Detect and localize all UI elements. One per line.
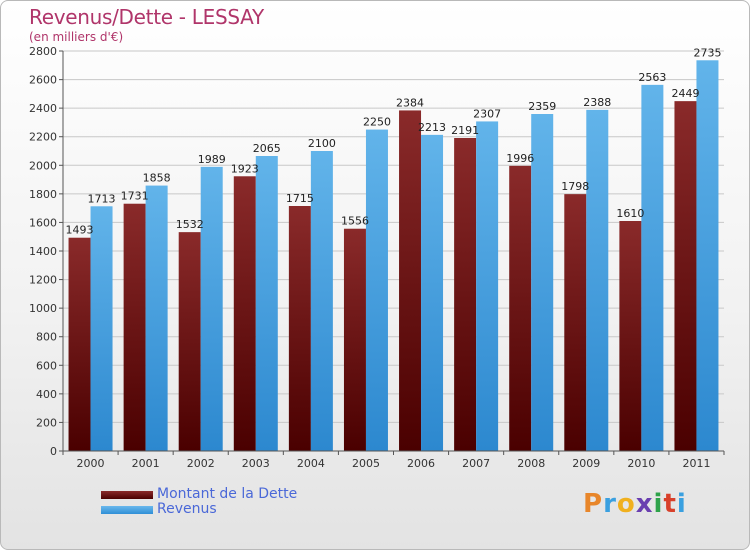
x-tick-label: 2008 xyxy=(517,457,545,470)
debt-bar xyxy=(399,110,422,451)
debt-bar xyxy=(233,176,256,452)
y-tick-label: 400 xyxy=(36,388,57,401)
revenue-bar xyxy=(696,60,719,452)
revenue-bar xyxy=(365,129,388,452)
y-tick-label: 1000 xyxy=(29,302,57,315)
y-tick-label: 2400 xyxy=(29,102,57,115)
data-label: 2250 xyxy=(363,116,391,129)
revenue-bar xyxy=(421,134,444,451)
data-label: 1493 xyxy=(66,224,94,237)
debt-bar xyxy=(564,194,587,451)
data-label: 2100 xyxy=(308,137,336,150)
data-label: 2191 xyxy=(451,124,479,137)
debt-bar xyxy=(674,101,697,452)
debt-bar xyxy=(123,203,146,451)
logo-letter: i xyxy=(676,489,687,519)
x-tick-label: 2001 xyxy=(132,457,160,470)
x-tick-label: 2010 xyxy=(627,457,655,470)
y-tick-label: 2600 xyxy=(29,74,57,87)
debt-bar xyxy=(178,232,201,451)
legend-label-revenue: Revenus xyxy=(157,501,217,517)
revenue-bar xyxy=(145,185,168,452)
revenue-bar xyxy=(200,166,223,451)
x-tick-label: 2004 xyxy=(297,457,325,470)
debt-bar xyxy=(288,206,311,451)
data-label: 2359 xyxy=(528,100,556,113)
logo-letter: r xyxy=(603,489,617,519)
bars: 1493 1713 1731 1858 1532 1989 1923 2065 1715 2100… xyxy=(66,46,721,452)
data-label: 1532 xyxy=(176,218,204,231)
y-tick-label: 1200 xyxy=(29,274,57,287)
y-tick-label: 1400 xyxy=(29,245,57,258)
data-label: 2449 xyxy=(671,87,699,100)
y-tick-label: 600 xyxy=(36,359,57,372)
debt-bar xyxy=(68,237,91,451)
data-label: 2213 xyxy=(418,121,446,134)
legend-swatch-debt xyxy=(101,491,153,499)
axes: 0 200 400 600 800 1000 1200 1400 1600 1800 2000 220… xyxy=(29,45,725,470)
logo-letter: o xyxy=(616,489,636,519)
revenue-bar xyxy=(310,151,333,451)
x-tick-label: 2005 xyxy=(352,457,380,470)
data-label: 1858 xyxy=(143,172,171,185)
data-label: 2388 xyxy=(583,96,611,109)
debt-bar xyxy=(509,165,532,451)
y-tick-label: 0 xyxy=(50,445,57,458)
revenue-bar xyxy=(641,84,664,451)
x-tick-label: 2007 xyxy=(462,457,490,470)
x-tick-label: 2006 xyxy=(407,457,435,470)
data-label: 2735 xyxy=(693,46,721,59)
revenue-bar xyxy=(531,114,554,451)
logo-letter: t xyxy=(663,489,677,519)
chart-unit-subtitle: (en milliers d'€) xyxy=(29,30,124,44)
y-tick-label: 2200 xyxy=(29,131,57,144)
data-label: 1731 xyxy=(121,190,149,203)
legend-swatch-revenue xyxy=(101,506,153,514)
logo-letter: i xyxy=(653,489,664,519)
data-label: 1996 xyxy=(506,152,534,165)
debt-bar xyxy=(454,138,477,451)
revenue-bar xyxy=(586,109,609,451)
data-label: 1798 xyxy=(561,180,589,193)
x-tick-label: 2011 xyxy=(682,457,710,470)
data-label: 1713 xyxy=(88,192,116,205)
logo-letter: x xyxy=(635,489,654,519)
y-tick-label: 200 xyxy=(36,416,57,429)
chart-title: Revenus/Dette - LESSAY xyxy=(29,5,264,29)
data-label: 1923 xyxy=(231,162,259,175)
proxiti-logo: Proxiti xyxy=(583,489,687,519)
y-tick-label: 2000 xyxy=(29,159,57,172)
logo-letter: P xyxy=(583,489,604,519)
x-tick-label: 2002 xyxy=(187,457,215,470)
data-label: 2065 xyxy=(253,142,281,155)
y-tick-label: 2800 xyxy=(29,45,57,58)
data-label: 2563 xyxy=(638,71,666,84)
debt-bar xyxy=(619,221,642,451)
revenue-bar xyxy=(255,156,278,451)
revenue-bar xyxy=(476,121,499,451)
x-tick-label: 2000 xyxy=(77,457,105,470)
x-tick-label: 2003 xyxy=(242,457,270,470)
data-label: 2384 xyxy=(396,96,424,109)
y-tick-label: 1600 xyxy=(29,216,57,229)
y-tick-label: 1800 xyxy=(29,188,57,201)
debt-bar xyxy=(343,228,366,451)
x-tick-label: 2009 xyxy=(572,457,600,470)
data-label: 2307 xyxy=(473,107,501,120)
data-label: 1556 xyxy=(341,215,369,228)
revenue-bar xyxy=(90,206,113,451)
data-label: 1989 xyxy=(198,153,226,166)
y-tick-label: 800 xyxy=(36,331,57,344)
legend-label-debt: Montant de la Dette xyxy=(157,486,298,502)
data-label: 1610 xyxy=(616,207,644,220)
data-label: 1715 xyxy=(286,192,314,205)
